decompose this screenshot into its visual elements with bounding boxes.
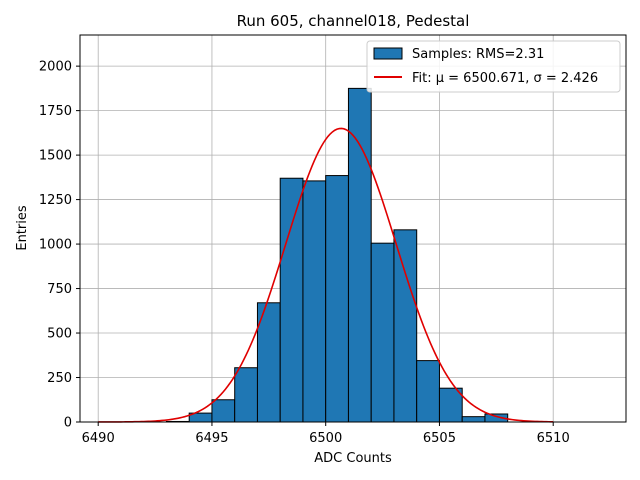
histogram-bar [416, 360, 440, 423]
plot-frame [79, 34, 627, 423]
legend: Samples: RMS=2.31 Fit: μ = 6500.671, σ =… [366, 40, 621, 93]
y-tick-label: 1000 [39, 238, 72, 253]
legend-label-fit: Fit: μ = 6500.671, σ = 2.426 [412, 71, 598, 86]
legend-label-samples: Samples: RMS=2.31 [412, 47, 544, 62]
x-axis-ticks: 6490 6495 6500 6505 6510 [82, 422, 570, 446]
fit-curve [98, 127, 554, 423]
histogram-bar [234, 367, 258, 423]
x-tick-label: 6490 [82, 431, 115, 446]
y-axis-label: Entries [15, 205, 30, 251]
x-tick-label: 6495 [195, 431, 228, 446]
histogram-bar [461, 416, 486, 423]
histogram-bar [325, 175, 349, 423]
histogram-bar [302, 180, 327, 423]
histogram-bars [165, 87, 509, 423]
legend-swatch-samples [373, 47, 403, 60]
chart-title: Run 605, channel018, Pedestal [237, 12, 470, 30]
histogram-bar [393, 229, 418, 423]
x-axis-label: ADC Counts [314, 451, 392, 466]
y-tick-label: 2000 [39, 60, 72, 75]
x-tick-label: 6510 [537, 431, 570, 446]
y-tick-label: 250 [47, 371, 72, 386]
y-tick-label: 1250 [39, 193, 72, 208]
histogram-bar [279, 177, 304, 423]
y-tick-label: 1500 [39, 149, 72, 164]
histogram-bar [370, 242, 395, 423]
x-tick-label: 6500 [309, 431, 342, 446]
y-axis-ticks: 0 250 500 750 1000 1250 1500 1750 2000 [39, 60, 80, 431]
y-tick-label: 750 [47, 282, 72, 297]
x-tick-label: 6505 [423, 431, 456, 446]
histogram-bar [211, 399, 236, 423]
legend-box [366, 40, 621, 93]
y-tick-label: 1750 [39, 104, 72, 119]
y-tick-label: 0 [64, 416, 72, 431]
y-tick-label: 500 [47, 327, 72, 342]
histogram-bar [347, 87, 372, 423]
histogram-bar [438, 387, 463, 423]
